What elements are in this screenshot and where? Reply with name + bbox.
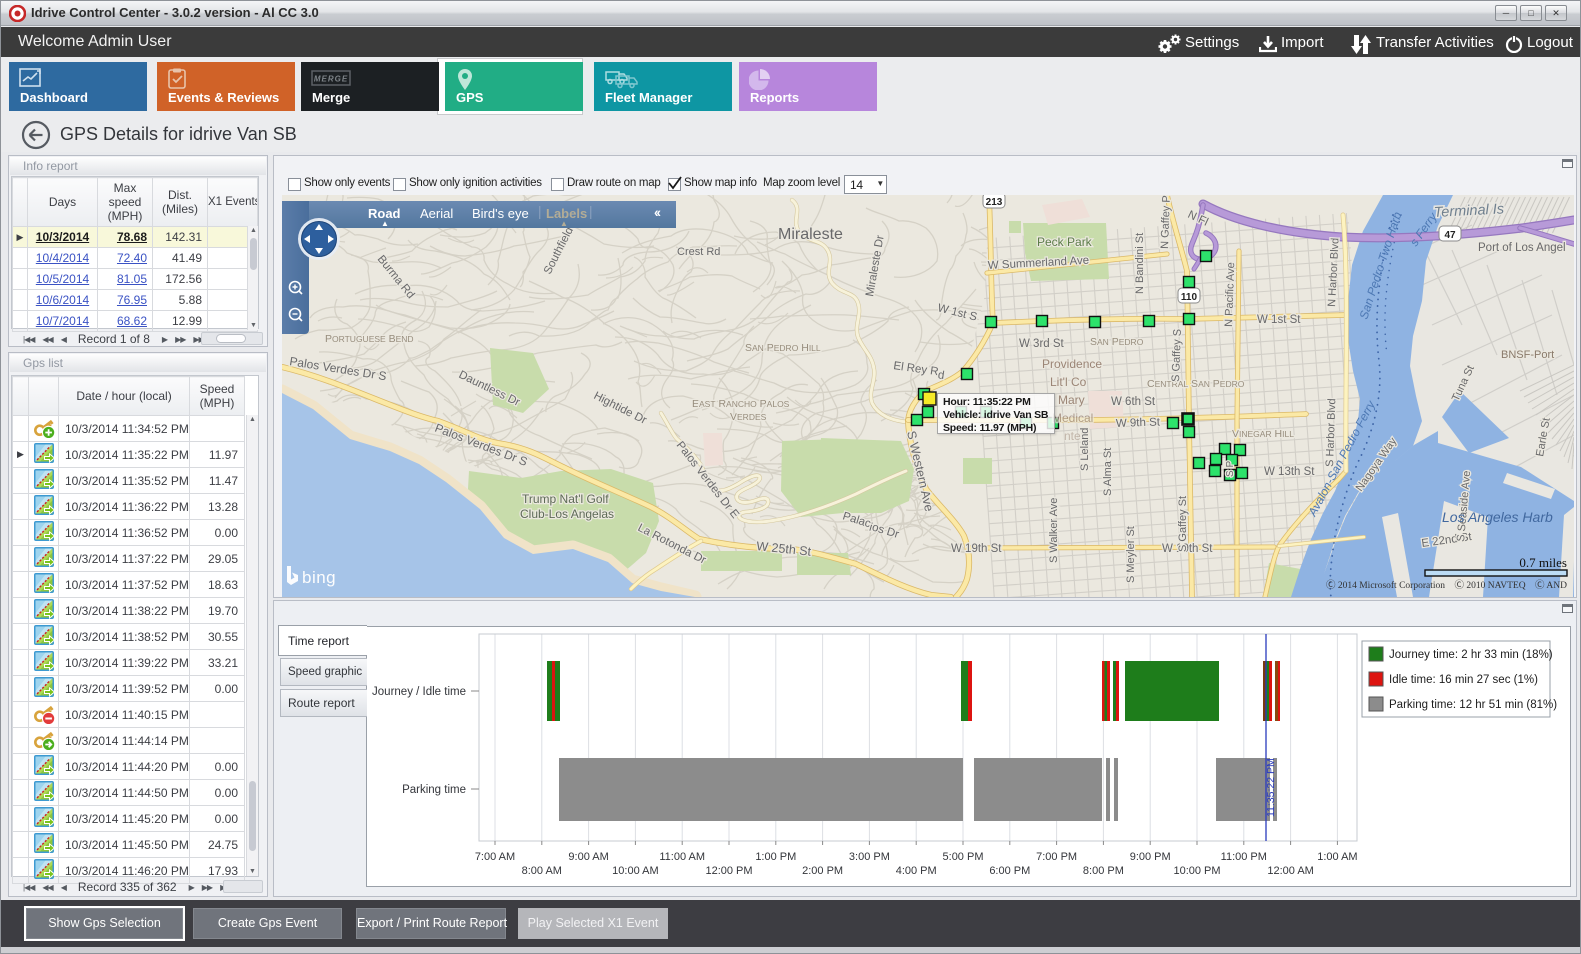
svg-text:9:00 PM: 9:00 PM xyxy=(1130,851,1171,863)
svg-text:S Walker Ave: S Walker Ave xyxy=(1048,498,1060,563)
svg-text:Idle time: 16 min 27 sec (1%): Idle time: 16 min 27 sec (1%) xyxy=(1389,674,1538,686)
svg-text:3:00 PM: 3:00 PM xyxy=(849,851,890,863)
svg-text:El Rey Rd: El Rey Rd xyxy=(892,360,945,382)
svg-text:CENTRAL SAN PEDRO: CENTRAL SAN PEDRO xyxy=(1147,378,1245,390)
svg-text:N Gaffey Pl: N Gaffey Pl xyxy=(1159,195,1173,249)
svg-text:Hightide Dr: Hightide Dr xyxy=(592,390,649,427)
svg-text:EAST RANCHO PALOS: EAST RANCHO PALOS xyxy=(692,398,790,410)
svg-text:Crest Rd: Crest Rd xyxy=(677,246,720,258)
svg-text:Parking time: Parking time xyxy=(402,784,466,796)
svg-text:SAN PEDRO: SAN PEDRO xyxy=(1090,336,1144,348)
svg-text:W 3rd St: W 3rd St xyxy=(1019,338,1065,350)
svg-text:Los Angeles Harb: Los Angeles Harb xyxy=(1442,509,1553,525)
svg-text:Trump Nat'l Golf: Trump Nat'l Golf xyxy=(522,492,609,506)
svg-text:nter: nter xyxy=(1064,429,1085,443)
svg-text:11:35:22 PM: 11:35:22 PM xyxy=(1265,758,1277,817)
svg-text:W 6th St: W 6th St xyxy=(1111,396,1156,408)
svg-text:7:00 PM: 7:00 PM xyxy=(1036,851,1077,863)
svg-text:N Pacific Ave: N Pacific Ave xyxy=(1223,262,1237,327)
svg-text:Journey time: 2 hr 33 min (18%: Journey time: 2 hr 33 min (18%) xyxy=(1389,649,1553,661)
svg-text:11:00 AM: 11:00 AM xyxy=(659,851,705,863)
svg-text:S Meyler St: S Meyler St xyxy=(1125,526,1137,583)
svg-text:Lit'l Co: Lit'l Co xyxy=(1050,375,1087,389)
svg-text:11:00 PM: 11:00 PM xyxy=(1221,851,1267,863)
svg-text:9:00 AM: 9:00 AM xyxy=(568,851,608,863)
svg-text:S Alma St: S Alma St xyxy=(1102,448,1114,496)
svg-text:0.7 miles: 0.7 miles xyxy=(1519,555,1567,570)
svg-text:Medical: Medical xyxy=(1052,411,1093,425)
svg-text:Peck Park: Peck Park xyxy=(1037,235,1093,249)
svg-text:8:00 PM: 8:00 PM xyxy=(1083,865,1124,877)
svg-text:W 19th St: W 19th St xyxy=(951,543,1002,555)
svg-text:PORTUGUESE BEND: PORTUGUESE BEND xyxy=(325,333,414,345)
svg-text:N Harbor Blvd: N Harbor Blvd xyxy=(1326,238,1342,308)
svg-text:7:00 AM: 7:00 AM xyxy=(475,851,515,863)
svg-text:Mary: Mary xyxy=(1058,393,1085,407)
svg-text:Parking time: 12 hr 51 min (81: Parking time: 12 hr 51 min (81%) xyxy=(1389,699,1557,711)
svg-text:Providence: Providence xyxy=(1042,357,1102,371)
svg-text:SAN PEDRO HILL: SAN PEDRO HILL xyxy=(745,342,821,354)
svg-text:bing: bing xyxy=(302,568,336,587)
svg-text:S Harbor Blvd: S Harbor Blvd xyxy=(1324,398,1338,467)
svg-text:MERGE: MERGE xyxy=(314,75,348,84)
svg-text:Miraleste Dr: Miraleste Dr xyxy=(864,234,887,297)
svg-text:Port of Los Angel: Port of Los Angel xyxy=(1478,242,1566,254)
svg-text:10:00 AM: 10:00 AM xyxy=(612,865,658,877)
svg-text:S P: S P xyxy=(1225,461,1236,477)
svg-text:W 19th St: W 19th St xyxy=(1162,543,1213,555)
svg-text:W 1st St: W 1st St xyxy=(1257,314,1301,326)
svg-text:Journey / Idle time: Journey / Idle time xyxy=(372,686,466,698)
svg-text:Terminal Is: Terminal Is xyxy=(1433,201,1504,221)
svg-text:12:00 AM: 12:00 AM xyxy=(1267,865,1313,877)
svg-text:10:00 PM: 10:00 PM xyxy=(1173,865,1220,877)
svg-text:2:00 PM: 2:00 PM xyxy=(802,865,843,877)
svg-text:N Bandini St: N Bandini St xyxy=(1134,233,1146,294)
svg-text:Miraleste: Miraleste xyxy=(778,226,843,243)
svg-text:Ⓒ 2014 Microsoft Corporation: Ⓒ 2014 Microsoft Corporation Ⓒ 2010 NAVT… xyxy=(1326,580,1567,591)
svg-text:S Gaffey S: S Gaffey S xyxy=(1170,329,1184,382)
svg-text:1:00 PM: 1:00 PM xyxy=(755,851,796,863)
svg-text:W 13th St: W 13th St xyxy=(1264,466,1315,478)
svg-text:S Gaffey St: S Gaffey St xyxy=(1177,496,1189,552)
svg-text:BNSF-Port: BNSF-Port xyxy=(1501,349,1554,361)
svg-text:S Leland: S Leland xyxy=(1079,428,1091,471)
svg-text:110: 110 xyxy=(1181,292,1198,303)
svg-text:W 9th St: W 9th St xyxy=(1116,416,1161,430)
svg-text:47: 47 xyxy=(1444,230,1456,241)
svg-text:12:00 PM: 12:00 PM xyxy=(705,865,752,877)
svg-text:1:00 AM: 1:00 AM xyxy=(1317,851,1357,863)
svg-text:4:00 PM: 4:00 PM xyxy=(896,865,937,877)
svg-text:5:00 PM: 5:00 PM xyxy=(943,851,984,863)
svg-text:8:00 AM: 8:00 AM xyxy=(522,865,562,877)
svg-text:213: 213 xyxy=(986,197,1003,208)
svg-text:VINEGAR HILL: VINEGAR HILL xyxy=(1232,428,1294,440)
svg-text:VERDES: VERDES xyxy=(730,411,767,423)
svg-text:6:00 PM: 6:00 PM xyxy=(989,865,1030,877)
svg-text:Club-Los Angelas: Club-Los Angelas xyxy=(520,507,614,521)
